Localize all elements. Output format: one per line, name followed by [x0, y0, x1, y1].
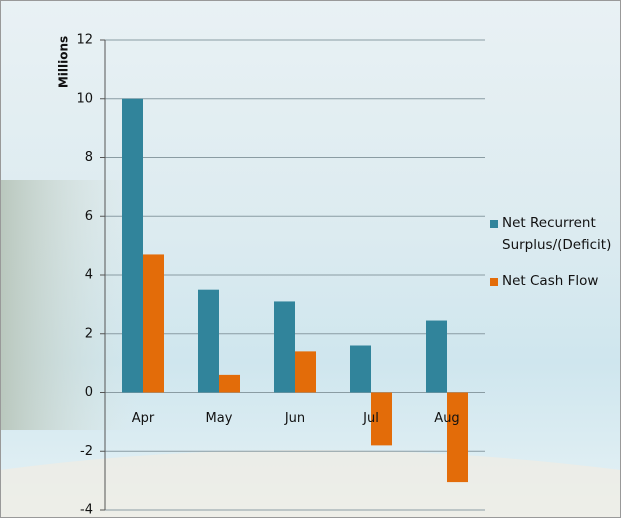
bar	[274, 301, 295, 392]
legend-swatch	[490, 278, 498, 286]
bar	[426, 321, 447, 393]
legend-label: Net Cash Flow	[502, 273, 598, 289]
background-sand	[0, 450, 621, 518]
bar	[122, 99, 143, 393]
bar	[143, 254, 164, 392]
y-tick-label: -4	[80, 503, 93, 518]
bar	[447, 393, 468, 483]
legend-item: Net Recurrent Surplus/(Deficit)	[490, 212, 620, 256]
y-tick-label: 0	[85, 385, 93, 400]
legend-label: Net Recurrent Surplus/(Deficit)	[502, 215, 611, 253]
bar	[219, 375, 240, 393]
bar	[198, 290, 219, 393]
legend-swatch	[490, 220, 498, 228]
x-tick-label: May	[206, 411, 233, 426]
legend: Net Recurrent Surplus/(Deficit) Net Cash …	[490, 212, 620, 306]
y-tick-label: 12	[76, 33, 93, 48]
y-tick-label: 8	[85, 150, 93, 165]
legend-item: Net Cash Flow	[490, 270, 620, 292]
page: {"chart_data": {"type": "bar", "y_label"…	[0, 0, 621, 518]
y-tick-label: 6	[85, 209, 93, 224]
y-axis-label: Millions	[57, 36, 71, 88]
y-tick-label: 2	[85, 326, 93, 341]
bar	[350, 346, 371, 393]
x-tick-label: Aug	[434, 411, 459, 426]
x-tick-label: Jun	[284, 411, 305, 426]
y-tick-label: 4	[85, 268, 93, 283]
bar	[295, 351, 316, 392]
x-tick-label: Jul	[362, 411, 379, 426]
y-tick-label: 10	[76, 91, 93, 106]
y-tick-label: -2	[80, 444, 93, 459]
x-tick-label: Apr	[132, 411, 155, 426]
